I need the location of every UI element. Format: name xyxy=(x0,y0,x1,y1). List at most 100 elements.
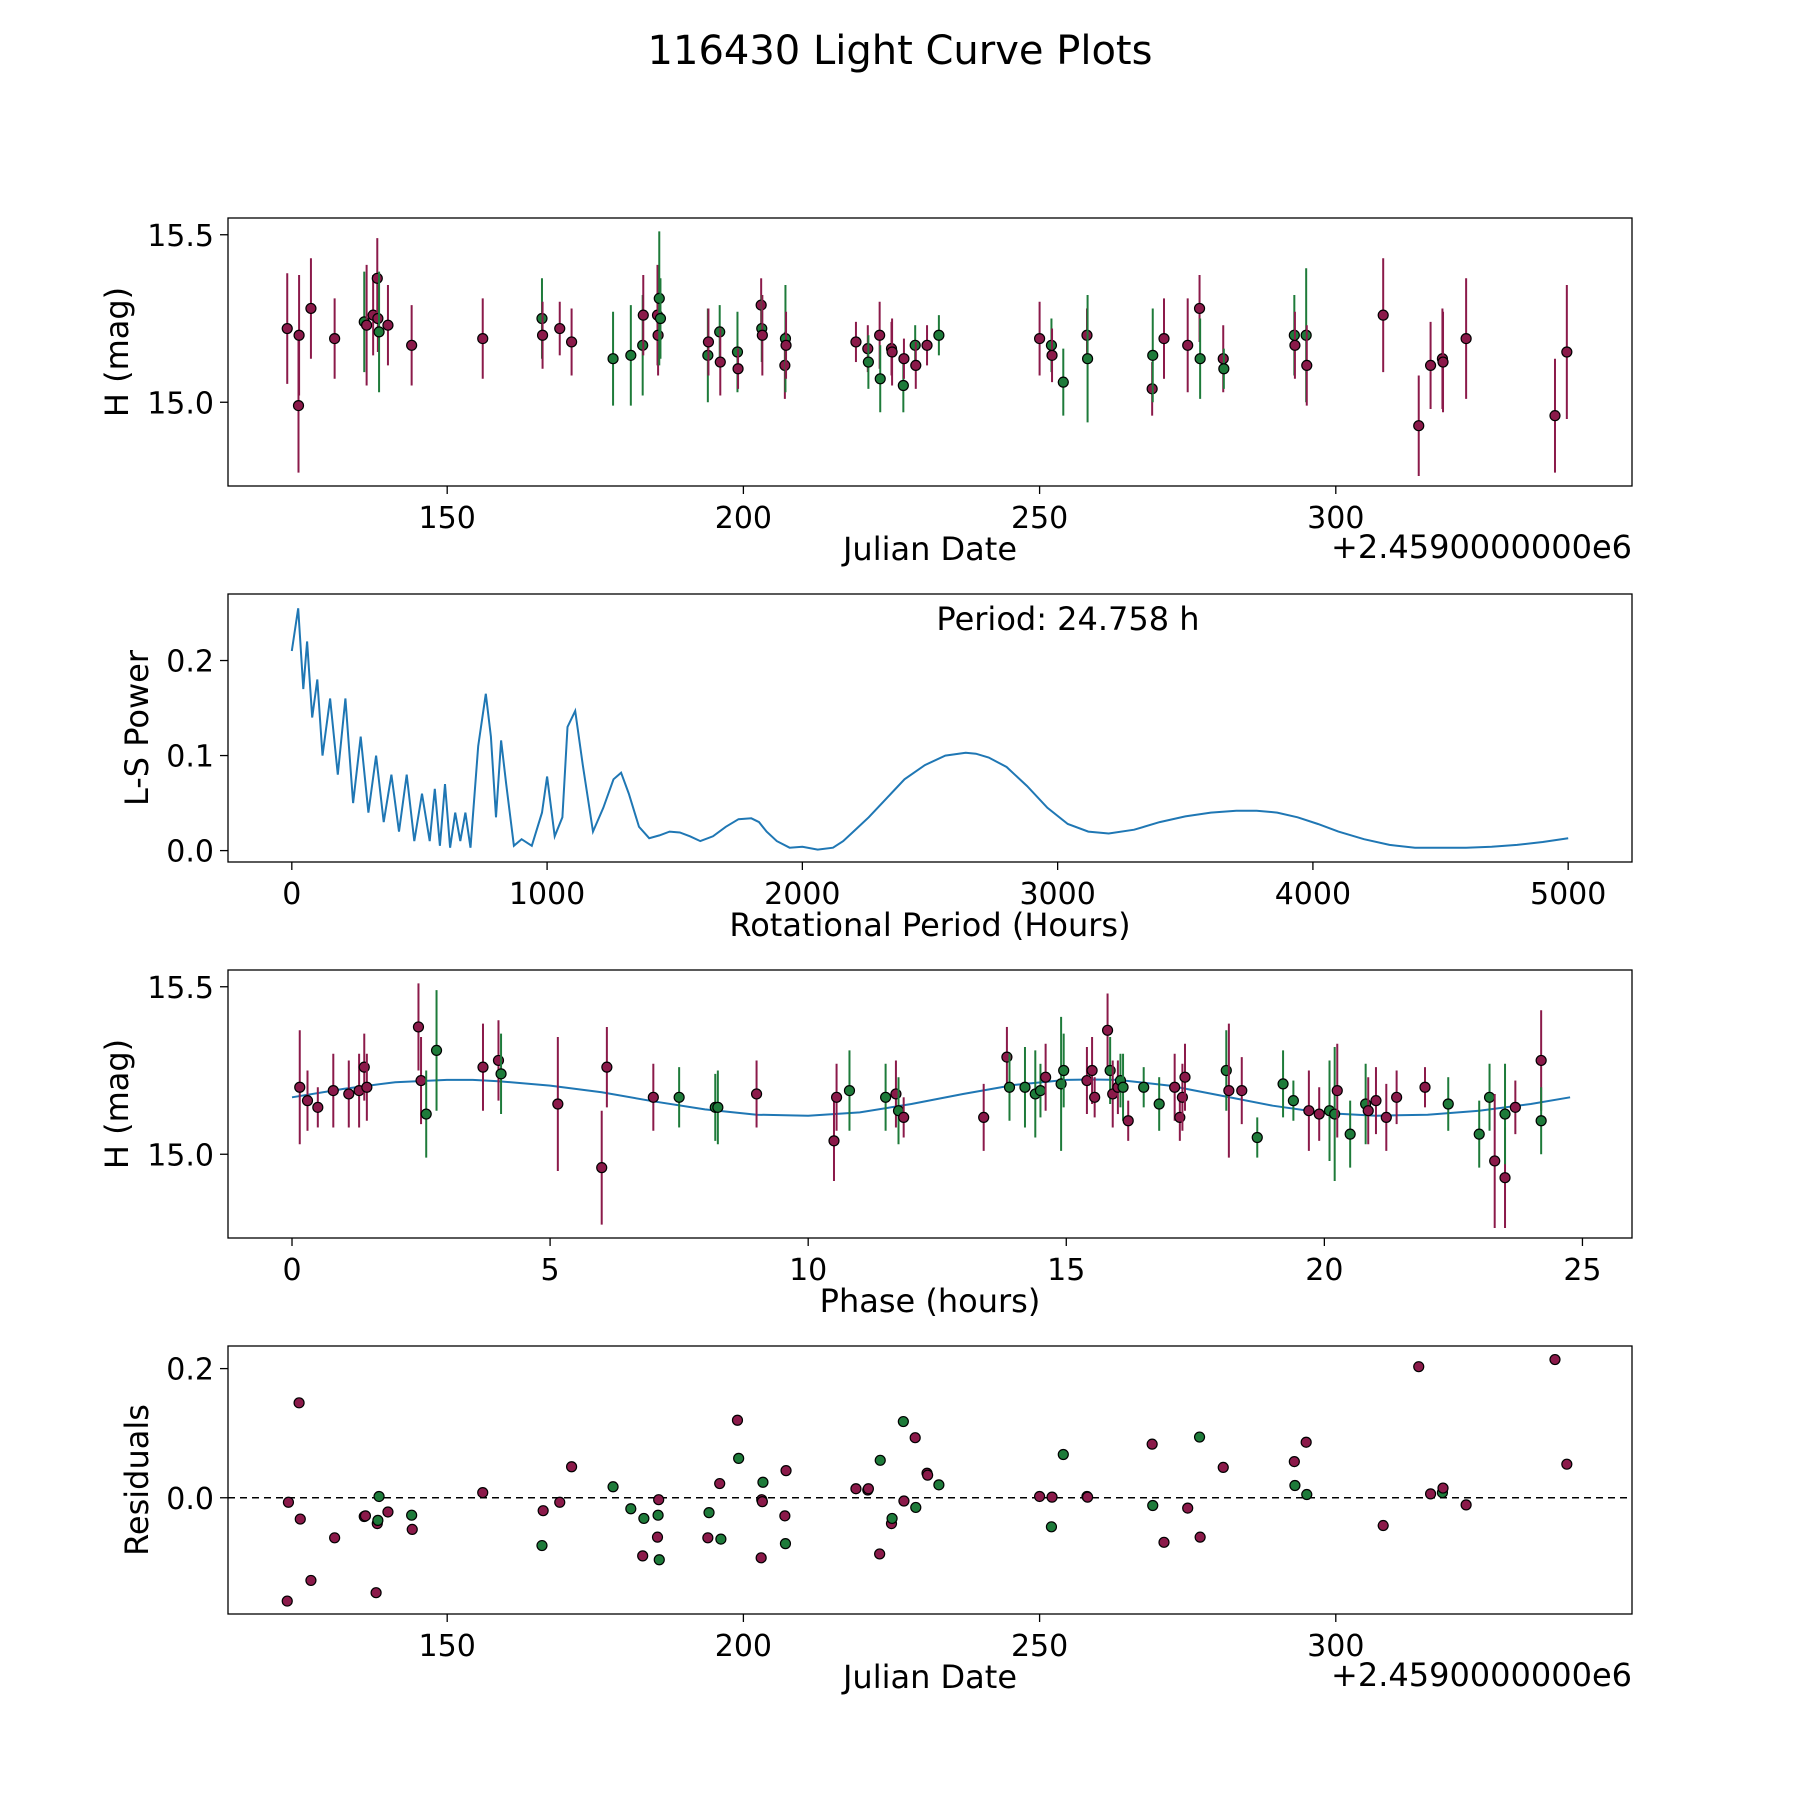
data-point xyxy=(1413,420,1425,432)
data-point xyxy=(406,339,418,351)
data-point xyxy=(1223,1084,1235,1097)
residual-point xyxy=(536,1539,548,1552)
residual-point xyxy=(897,1415,909,1428)
residual-point xyxy=(554,1496,566,1508)
data-point xyxy=(607,353,619,365)
residual-point xyxy=(850,1483,862,1495)
data-point xyxy=(702,336,715,348)
data-point xyxy=(1377,309,1389,321)
x-tick-label: 0 xyxy=(282,1253,301,1288)
figure-title: 116430 Light Curve Plots xyxy=(648,28,1153,74)
residuals-panel: 150 200 250 300 0.0 0.2 Julian Date +2.459000… xyxy=(118,1345,1633,1696)
data-point xyxy=(327,1084,339,1097)
residual-point xyxy=(874,1548,886,1560)
residual-point xyxy=(607,1481,619,1493)
data-point xyxy=(294,1081,306,1093)
data-point xyxy=(1301,359,1313,371)
residual-point xyxy=(933,1479,945,1491)
phased-axes-frame xyxy=(227,969,1633,1239)
data-point xyxy=(361,1081,373,1093)
periodogram-xlabel: Rotational Period (Hours) xyxy=(729,906,1130,944)
residual-point xyxy=(1057,1448,1069,1461)
data-point xyxy=(1535,1054,1547,1067)
residual-point xyxy=(382,1506,394,1518)
data-point xyxy=(732,363,744,375)
period-annotation: Period: 24.758 h xyxy=(936,600,1199,638)
residual-point xyxy=(653,1554,665,1566)
data-point xyxy=(1483,1091,1496,1103)
data-point xyxy=(601,1061,613,1073)
data-point xyxy=(281,322,293,335)
x-tick-label: 20 xyxy=(1305,1253,1343,1288)
data-point xyxy=(371,272,383,284)
data-point xyxy=(1251,1131,1263,1144)
data-point xyxy=(1344,1128,1356,1140)
residual-point xyxy=(886,1512,898,1525)
data-point xyxy=(1058,1064,1070,1077)
residual-point xyxy=(779,1538,792,1550)
data-point xyxy=(1158,333,1170,345)
residual-point xyxy=(651,1531,664,1543)
residual-point xyxy=(1193,1431,1206,1443)
data-point xyxy=(850,336,862,348)
residual-point xyxy=(756,1496,768,1508)
data-point xyxy=(1460,333,1472,345)
data-point xyxy=(1089,1091,1101,1103)
data-point xyxy=(1236,1084,1248,1097)
data-point xyxy=(1003,1081,1016,1093)
data-point xyxy=(1442,1098,1454,1110)
data-point xyxy=(1057,376,1069,388)
data-point xyxy=(1509,1101,1521,1113)
x-tick-label: 150 xyxy=(419,501,476,536)
residual-point xyxy=(653,1494,665,1506)
data-point xyxy=(1549,410,1561,422)
y-tick-label: 0.0 xyxy=(166,835,214,870)
x-tick-label: 5000 xyxy=(1530,877,1606,912)
data-point xyxy=(1169,1081,1181,1093)
residual-point xyxy=(637,1550,649,1562)
residual-point xyxy=(1549,1353,1561,1366)
data-point xyxy=(647,1091,659,1103)
residuals-offset-label: +2.4590000000e6 xyxy=(1331,1656,1632,1694)
residual-point xyxy=(1158,1536,1170,1548)
data-point xyxy=(1331,1084,1343,1097)
residual-point xyxy=(715,1533,727,1545)
residual-point xyxy=(703,1507,715,1519)
residual-point xyxy=(910,1501,922,1514)
lightcurve-marks xyxy=(281,231,1573,476)
data-point xyxy=(910,359,922,371)
y-tick-label: 0.2 xyxy=(166,1353,214,1388)
residual-point xyxy=(373,1490,385,1503)
data-point xyxy=(495,1068,507,1080)
residual-point xyxy=(305,1574,317,1587)
residual-point xyxy=(329,1532,341,1544)
data-point xyxy=(412,1021,425,1033)
x-tick-label: 0 xyxy=(282,877,301,912)
data-point xyxy=(1033,333,1046,345)
x-tick-label: 4000 xyxy=(1275,877,1351,912)
data-point xyxy=(653,292,665,304)
data-point xyxy=(1218,363,1230,375)
x-tick-label: 200 xyxy=(715,1629,772,1664)
residual-point xyxy=(372,1514,384,1526)
residual-point xyxy=(922,1469,934,1481)
residual-point xyxy=(909,1432,921,1444)
residual-point xyxy=(294,1513,306,1525)
data-point xyxy=(1019,1081,1031,1093)
residuals-ticks: 150 200 250 300 0.0 0.2 xyxy=(166,1353,1364,1664)
data-point xyxy=(373,326,385,338)
residual-point xyxy=(1301,1488,1313,1501)
periodogram-axes-frame xyxy=(227,593,1633,863)
data-point xyxy=(978,1111,990,1124)
data-point xyxy=(1147,349,1159,361)
data-point xyxy=(673,1091,685,1103)
x-tick-label: 5 xyxy=(541,1253,560,1288)
phased-xlabel: Phase (hours) xyxy=(820,1282,1041,1320)
data-point xyxy=(886,346,898,358)
data-point xyxy=(1535,1115,1547,1127)
residual-point xyxy=(714,1477,726,1490)
data-point xyxy=(477,1061,489,1073)
data-point xyxy=(301,1095,314,1107)
phased-ylabel: H (mag) xyxy=(98,1039,136,1169)
data-point xyxy=(312,1101,324,1113)
